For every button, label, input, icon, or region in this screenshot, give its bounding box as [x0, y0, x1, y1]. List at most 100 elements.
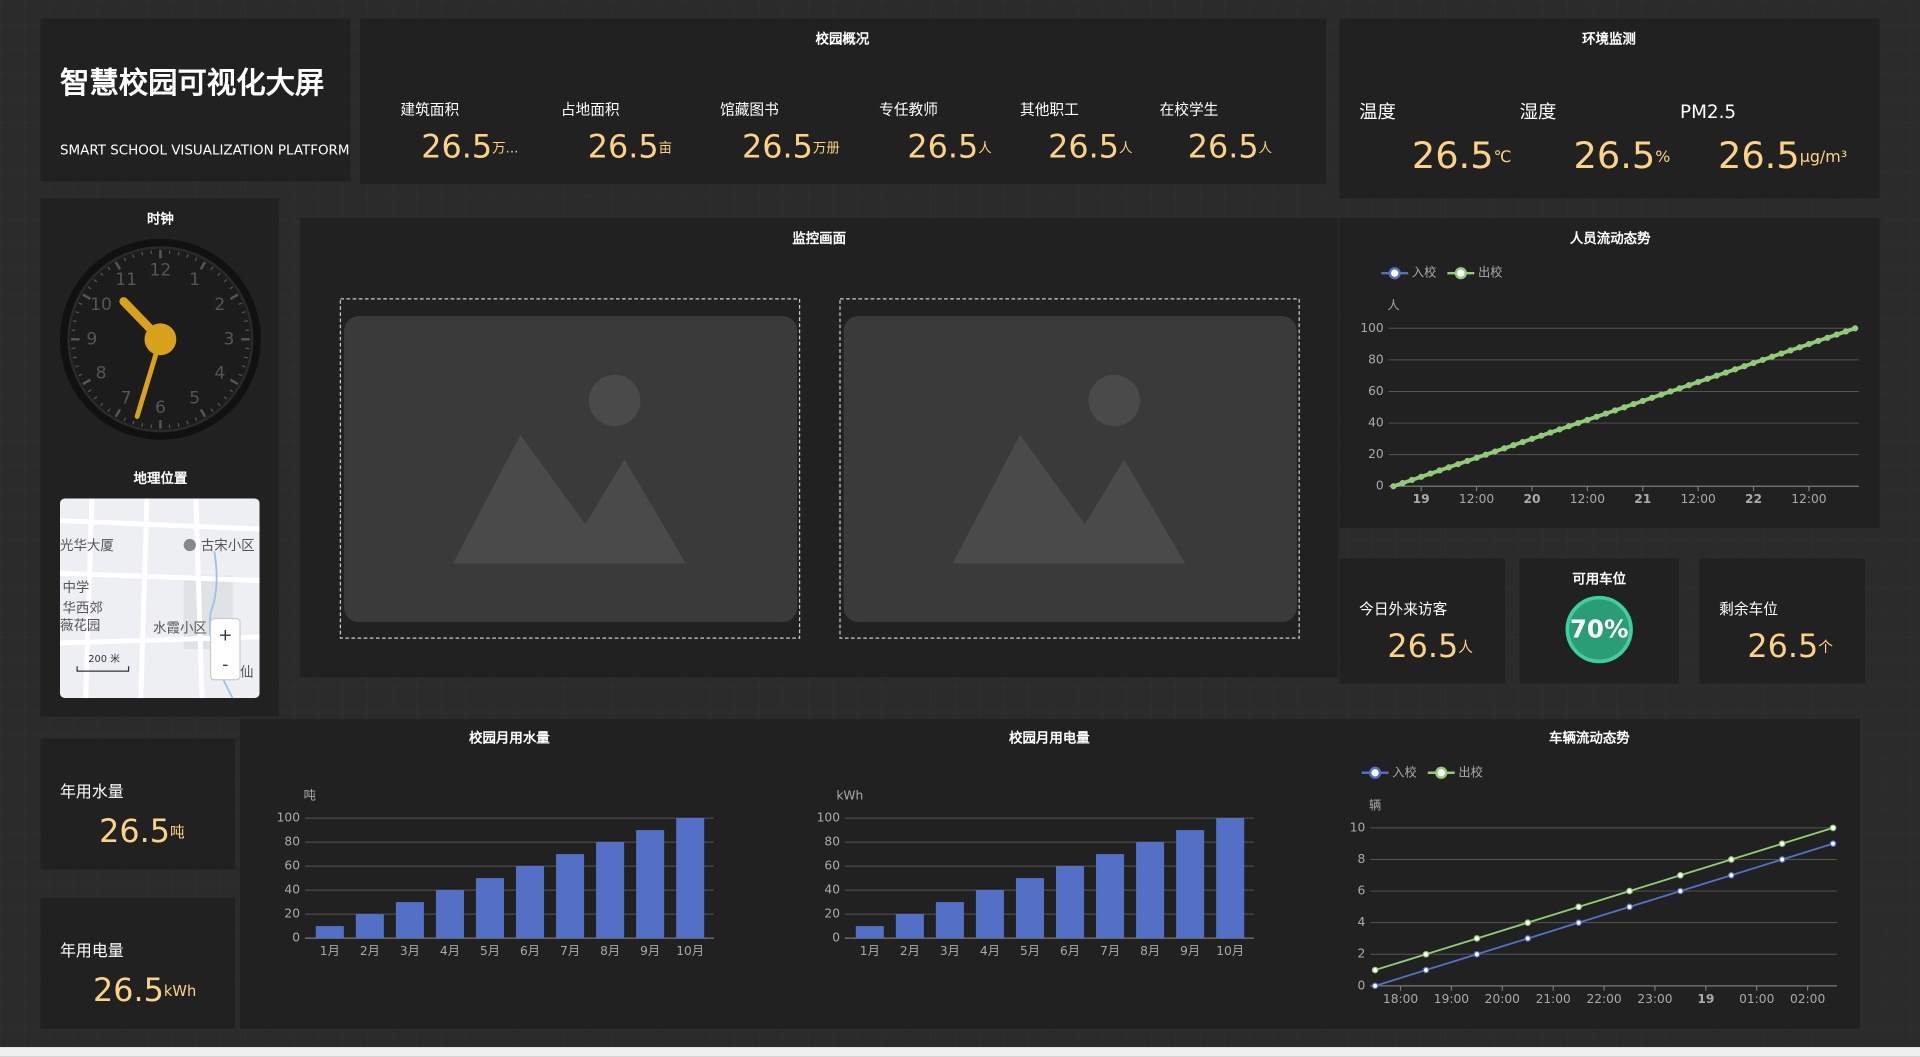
- stat-unit: ℃: [1494, 146, 1512, 165]
- panel: [40, 738, 236, 870]
- point: [1626, 903, 1633, 911]
- point: [1787, 347, 1794, 354]
- stat-unit: 吨: [170, 824, 185, 841]
- clock-number: 2: [214, 295, 225, 315]
- point: [1704, 375, 1711, 382]
- bar: [475, 878, 504, 939]
- y-tick-label: 2: [1358, 947, 1366, 961]
- stat-unit: 人: [1458, 639, 1473, 656]
- y-tick-label: 0: [1358, 978, 1366, 992]
- stat: 26.5亩: [588, 127, 672, 165]
- bar: [1015, 878, 1044, 939]
- point: [1455, 461, 1462, 468]
- stat-label: 馆藏图书: [720, 101, 779, 118]
- y-tick-label: 8: [1358, 852, 1366, 866]
- point: [1575, 903, 1582, 911]
- page-title: 智慧校园可视化大屏: [60, 66, 324, 100]
- clock-number: 1: [189, 270, 200, 290]
- clock-number: 5: [189, 389, 200, 409]
- clock-tick: [123, 417, 127, 422]
- stat-unit: 个: [1818, 639, 1833, 656]
- x-tick-label: 2月: [360, 944, 380, 958]
- point: [1676, 385, 1683, 392]
- point: [1473, 454, 1480, 461]
- map-place: 水霞小区: [153, 620, 207, 636]
- stat-value: 26.5: [1188, 127, 1259, 165]
- stat-value: 26.5: [1048, 127, 1119, 165]
- stat-unit: %: [1655, 146, 1670, 165]
- point: [1584, 416, 1591, 423]
- video-frame[interactable]: [339, 298, 801, 639]
- map-place: 光华大厦: [60, 538, 114, 554]
- legend-marker: [1388, 267, 1401, 280]
- point: [1759, 356, 1766, 363]
- y-axis-label: 辆: [1369, 798, 1381, 812]
- stat-unit: 亩: [659, 139, 672, 156]
- point: [1829, 824, 1837, 832]
- series-line: [1374, 842, 1834, 987]
- clock-tick: [132, 254, 135, 258]
- clock-tick: [82, 293, 92, 300]
- point: [1685, 382, 1692, 389]
- stat-unit: 万册: [813, 141, 840, 156]
- stat: 26.5%: [1573, 133, 1670, 176]
- y-tick-label: 0: [1376, 479, 1384, 493]
- panel: [1339, 218, 1880, 528]
- panel: [1699, 558, 1865, 684]
- clock-tick: [107, 266, 111, 271]
- y-axis-label: kWh: [836, 789, 863, 803]
- panel-title: 地理位置: [134, 470, 188, 487]
- stat-value: 26.5: [1387, 627, 1458, 665]
- y-tick-label: 100: [277, 811, 300, 825]
- point: [1482, 451, 1489, 458]
- stat-value: 26.5: [93, 971, 164, 1009]
- zoom-out[interactable]: -: [222, 655, 228, 675]
- clock-tick: [229, 286, 234, 290]
- stat-unit: kWh: [164, 983, 196, 1000]
- stat: 26.5μg/m³: [1718, 133, 1847, 176]
- point: [1602, 410, 1609, 417]
- x-tick-label: 3月: [940, 944, 960, 958]
- y-tick-label: 60: [1368, 384, 1384, 398]
- point: [1464, 457, 1471, 465]
- clock-number: 10: [90, 295, 112, 315]
- zoom-in[interactable]: +: [218, 626, 232, 646]
- map-place: 华西郊: [62, 600, 102, 617]
- point: [1796, 344, 1803, 351]
- map: 光华大厦 古宋小区 中学 华西郊 薇花园 水霞小区 仙 200 米 + -: [60, 498, 260, 699]
- point: [1722, 369, 1729, 376]
- stat-value: 26.5: [1573, 133, 1655, 176]
- x-tick-label: 6月: [520, 944, 540, 958]
- x-tick-label: 3月: [400, 944, 420, 958]
- point: [1418, 473, 1425, 480]
- point: [1778, 350, 1785, 357]
- clock-number: 4: [214, 364, 225, 384]
- y-tick-label: 0: [292, 931, 300, 945]
- point: [1611, 407, 1619, 414]
- point: [1621, 404, 1628, 411]
- x-tick-label: 01:00: [1739, 992, 1774, 1006]
- clock-tick: [244, 320, 248, 323]
- x-tick-label: 4月: [440, 944, 460, 958]
- map-pin: [183, 538, 196, 552]
- panel-title: 可用车位: [1572, 570, 1626, 587]
- panel-title: 环境监测: [1582, 30, 1636, 47]
- stat-value: 26.5: [1412, 133, 1494, 176]
- stat: 26.5人: [1188, 127, 1272, 165]
- x-tick-label: 1月: [860, 944, 880, 958]
- y-tick-label: 0: [832, 931, 840, 945]
- panel: [1320, 718, 1860, 1029]
- x-tick-label: 6月: [1060, 944, 1080, 958]
- map-zoom[interactable]: [210, 617, 241, 681]
- video-frame[interactable]: [839, 298, 1300, 639]
- clock-tick: [177, 251, 180, 256]
- point: [1371, 982, 1379, 990]
- clock-number: 6: [155, 398, 166, 418]
- point: [1750, 359, 1757, 367]
- point: [1399, 480, 1406, 487]
- x-tick-label: 02:00: [1790, 992, 1825, 1006]
- legend-label: 入校: [1412, 265, 1436, 280]
- y-tick-label: 20: [1368, 447, 1384, 461]
- clock-number: 7: [121, 389, 132, 409]
- point: [1778, 840, 1786, 847]
